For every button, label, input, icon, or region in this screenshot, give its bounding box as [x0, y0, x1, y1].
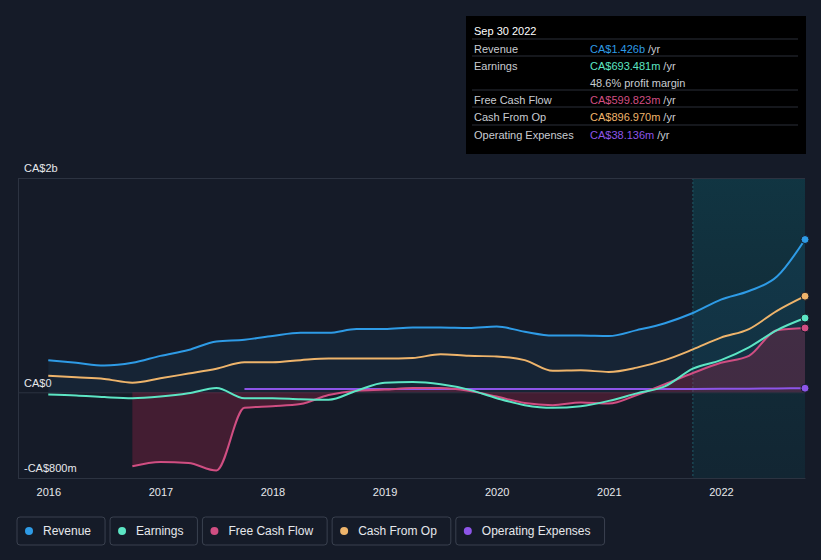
- legend-box[interactable]: [110, 517, 197, 545]
- tooltip-unit: /yr: [663, 94, 676, 106]
- line-series: [244, 387, 805, 390]
- x-tick-label: 2020: [485, 486, 509, 498]
- tooltip-divider: [472, 107, 798, 108]
- tooltip-label: Earnings: [474, 60, 518, 72]
- tooltip-box: [466, 16, 806, 154]
- tooltip-value-text: CA$896.970m: [590, 111, 660, 123]
- x-tick-label: 2021: [597, 486, 621, 498]
- tooltip-value: CA$38.136m/yr: [590, 129, 670, 141]
- legend-label[interactable]: Earnings: [136, 524, 183, 538]
- legend-label[interactable]: Cash From Op: [358, 524, 437, 538]
- tooltip-label: Revenue: [474, 43, 518, 55]
- tooltip-value: CA$1.426b/yr: [590, 43, 661, 55]
- area-2: [132, 328, 805, 471]
- legend-swatch[interactable]: [118, 527, 126, 535]
- line-series: [48, 240, 805, 366]
- x-axis-line: [19, 478, 806, 479]
- tooltip-divider: [472, 56, 798, 57]
- x-tick: 2019: [373, 478, 397, 498]
- line-series: [48, 296, 805, 382]
- tooltip-unit: /yr: [663, 60, 676, 72]
- end-point: [801, 384, 809, 392]
- legend-item[interactable]: Free Cash Flow: [202, 517, 327, 545]
- tooltip-value-text: CA$38.136m: [590, 129, 654, 141]
- grid-line: [18, 478, 805, 479]
- x-tick: 2016: [37, 478, 61, 498]
- legend-label[interactable]: Operating Expenses: [482, 524, 591, 538]
- tooltip-note: 48.6% profit margin: [590, 77, 685, 89]
- x-tick-label: 2016: [37, 486, 61, 498]
- end-point: [801, 236, 809, 244]
- legend-label[interactable]: Free Cash Flow: [228, 524, 313, 538]
- end-point: [801, 292, 809, 300]
- tooltip-value-text: CA$1.426b: [590, 43, 645, 55]
- tooltip-value: CA$599.823m/yr: [590, 94, 676, 106]
- tooltip-label: Operating Expenses: [474, 129, 574, 141]
- tooltip-value-text: CA$693.481m: [590, 60, 660, 72]
- x-tick-label: 2019: [373, 486, 397, 498]
- legend-swatch[interactable]: [464, 527, 472, 535]
- y-tick-label: -CA$800m: [24, 462, 77, 474]
- x-tick: 2017: [149, 478, 173, 498]
- legend-box[interactable]: [456, 517, 605, 545]
- legend-box[interactable]: [202, 517, 327, 545]
- tooltip-divider: [472, 125, 798, 126]
- tooltip-divider: [472, 39, 798, 40]
- x-tick-label: 2017: [149, 486, 173, 498]
- line-series: [132, 328, 805, 471]
- y-axis-line: [18, 179, 19, 479]
- y-tick-label: CA$0: [24, 377, 52, 389]
- legend-item[interactable]: Operating Expenses: [456, 517, 605, 545]
- end-point: [801, 324, 809, 332]
- legend-item[interactable]: Cash From Op: [332, 517, 451, 545]
- legend-item[interactable]: Earnings: [110, 517, 197, 545]
- x-tick: 2022: [709, 478, 733, 498]
- x-tick: 2020: [485, 478, 509, 498]
- line-series: [48, 318, 805, 408]
- x-tick-label: 2022: [709, 486, 733, 498]
- y-axis: -CA$800m CA$0 CA$2b: [18, 162, 805, 478]
- legend-swatch[interactable]: [25, 527, 33, 535]
- tooltip: Sep 30 2022 Revenue CA$1.426b/yr Earnings CA…: [466, 16, 806, 154]
- legend-label[interactable]: Revenue: [43, 524, 91, 538]
- tooltip-title: Sep 30 2022: [474, 25, 536, 37]
- tooltip-unit: /yr: [648, 43, 661, 55]
- y-tick: CA$2b: [18, 162, 805, 178]
- tooltip-divider: [472, 90, 798, 91]
- tooltip-value: CA$693.481m/yr: [590, 60, 676, 72]
- x-tick: 2018: [261, 478, 285, 498]
- legend: Revenue Earnings Free Cash Flow Cash From O…: [17, 517, 605, 545]
- tooltip-label: Cash From Op: [474, 111, 546, 123]
- grid-line: [18, 178, 805, 179]
- chart: -CA$800m CA$0 CA$2b 2016 2017 2018 2019 2020 202…: [0, 0, 821, 560]
- y-tick-label: CA$2b: [24, 162, 58, 174]
- x-tick: 2021: [597, 478, 621, 498]
- legend-item[interactable]: Revenue: [17, 517, 105, 545]
- x-axis: 2016 2017 2018 2019 2020 2021 2022: [19, 478, 806, 498]
- tooltip-value: CA$896.970m/yr: [590, 111, 676, 123]
- tooltip-value-text: CA$599.823m: [590, 94, 660, 106]
- x-tick-label: 2018: [261, 486, 285, 498]
- legend-box[interactable]: [332, 517, 451, 545]
- plot-area: [48, 236, 809, 471]
- tooltip-label: Free Cash Flow: [474, 94, 552, 106]
- legend-box[interactable]: [17, 517, 105, 545]
- tooltip-unit: /yr: [663, 111, 676, 123]
- end-point: [801, 314, 809, 322]
- legend-swatch[interactable]: [210, 527, 218, 535]
- legend-swatch[interactable]: [340, 527, 348, 535]
- tooltip-unit: /yr: [657, 129, 670, 141]
